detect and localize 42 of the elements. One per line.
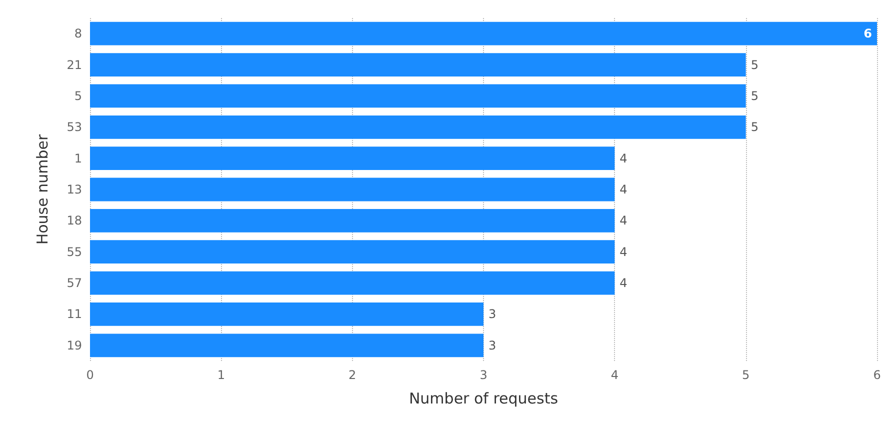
y-tick-label: 21 (66, 58, 82, 72)
x-tick-label: 6 (873, 368, 881, 382)
bar (90, 84, 746, 108)
bar (90, 208, 615, 232)
x-axis-title: Number of requests (408, 390, 558, 408)
bar (90, 271, 615, 295)
bar (90, 146, 615, 170)
x-tick-label: 3 (480, 368, 488, 382)
y-tick-label: 5 (74, 88, 82, 103)
y-tick-label: 55 (66, 244, 82, 259)
x-tick-label: 0 (86, 368, 94, 382)
y-axis-title: House number (34, 134, 52, 245)
y-tick-label: 11 (66, 307, 82, 322)
bar (90, 22, 877, 46)
x-tick-label: 5 (742, 368, 750, 382)
data-label: 4 (620, 244, 628, 259)
x-tick-label: 4 (610, 368, 618, 382)
data-label: 3 (488, 307, 496, 322)
bar (90, 334, 484, 358)
data-label: 5 (750, 58, 758, 72)
y-tick-label: 57 (66, 276, 82, 290)
data-label: 4 (620, 182, 628, 196)
bar (90, 302, 484, 326)
y-tick-label: 1 (74, 151, 82, 166)
data-label: 4 (620, 214, 628, 228)
x-tick-label: 1 (217, 368, 225, 382)
data-label: 4 (620, 276, 628, 290)
data-label: 4 (620, 151, 628, 166)
y-tick-label: 13 (66, 182, 82, 196)
y-tick-label: 19 (66, 338, 82, 352)
bar (90, 240, 615, 264)
y-tick-label: 18 (66, 214, 82, 228)
data-label: 5 (750, 120, 758, 134)
y-tick-label: 53 (66, 120, 82, 134)
bar (90, 178, 615, 202)
data-label: 5 (750, 88, 758, 103)
x-tick-label: 2 (348, 368, 356, 382)
data-label: 6 (864, 26, 872, 41)
y-tick-label: 8 (74, 26, 82, 41)
bar (90, 115, 746, 139)
data-label: 3 (488, 338, 496, 352)
bar (90, 53, 746, 76)
